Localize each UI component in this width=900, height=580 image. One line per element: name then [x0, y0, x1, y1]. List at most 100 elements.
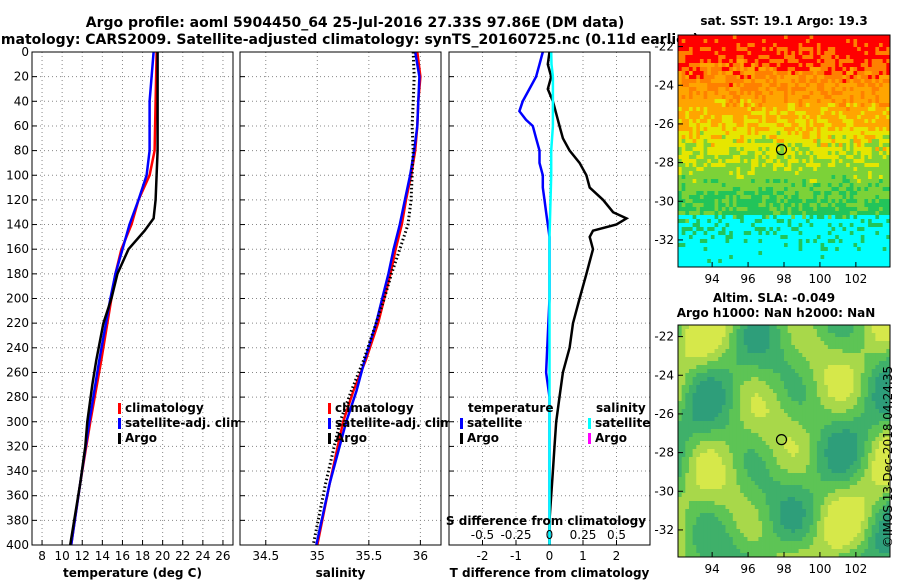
- sla_map-cell: [762, 333, 767, 338]
- sla_map-cell: [721, 357, 726, 362]
- salinity-legend-swatch: [328, 403, 331, 414]
- sla_map-cell: [685, 341, 690, 346]
- sst_map-cell: [736, 43, 741, 48]
- sla_map-cell: [732, 401, 737, 406]
- sst_map-cell: [875, 259, 880, 264]
- sla_map-cell: [773, 361, 778, 366]
- sst_map-cell: [824, 251, 829, 256]
- sst_map-cell: [747, 83, 752, 88]
- sla_map-cell: [710, 381, 715, 386]
- sla_map-cell: [751, 357, 756, 362]
- sla_map-cell: [754, 357, 759, 362]
- sla_map-cell: [809, 345, 814, 350]
- sla_map-cell: [718, 381, 723, 386]
- sst_map-cell: [846, 123, 851, 128]
- sla_map-cell: [699, 333, 704, 338]
- sst_map-cell: [718, 207, 723, 212]
- sla_map-cell: [853, 393, 858, 398]
- sst_map-cell: [871, 71, 876, 76]
- sla_map-cell: [754, 381, 759, 386]
- sla_map-cell: [805, 349, 810, 354]
- sst_map-cell: [802, 63, 807, 68]
- sla_map-cell: [846, 381, 851, 386]
- sla_map-cell: [776, 361, 781, 366]
- sst_map-cell: [696, 219, 701, 224]
- sla_map-cell: [714, 389, 719, 394]
- sst_map-cell: [688, 143, 694, 148]
- sst_map-cell: [773, 251, 778, 256]
- sst_map-cell: [776, 131, 781, 136]
- sst_map-cell: [860, 119, 865, 124]
- sla_map-cell: [780, 401, 785, 406]
- sst_map-cell: [751, 227, 756, 232]
- sla_map-cell: [681, 373, 686, 378]
- sst_map-cell: [824, 63, 829, 68]
- sst_map-cell: [842, 199, 847, 204]
- sst_map-cell: [868, 143, 873, 148]
- sst_map-cell: [802, 159, 807, 164]
- sst_map-cell: [824, 259, 829, 264]
- sst_map-cell: [780, 111, 785, 116]
- sst_map-cell: [758, 175, 763, 180]
- sst_map-cell: [692, 191, 697, 196]
- sst_map-cell: [809, 35, 814, 40]
- sst_map-cell: [773, 111, 778, 116]
- sst_map-cell: [714, 115, 719, 120]
- sst_map-cell: [681, 47, 686, 52]
- sla_map-cell: [875, 337, 880, 342]
- sst_map-cell: [681, 103, 686, 108]
- sst_map-cell: [860, 159, 865, 164]
- sst_map-cell: [831, 119, 836, 124]
- sst_map-cell: [710, 63, 715, 68]
- sst_map-cell: [718, 99, 723, 104]
- sla_map-cell: [853, 401, 858, 406]
- sst_map-cell: [871, 95, 876, 100]
- sst_map-cell: [718, 115, 723, 120]
- sst_map-cell: [857, 39, 862, 44]
- sla_map-cell: [809, 361, 814, 366]
- sla_map-cell: [879, 353, 884, 358]
- sst_map-cell: [868, 63, 873, 68]
- sst_map-cell: [791, 235, 796, 240]
- sla_map-cell: [849, 349, 854, 354]
- sst_map-cell: [718, 71, 723, 76]
- sst_map-cell: [762, 71, 767, 76]
- sst_map-cell: [835, 47, 840, 52]
- sst_map-cell: [736, 219, 741, 224]
- sst_map-cell: [743, 167, 748, 172]
- sst_map-cell: [838, 103, 843, 108]
- temperature-legend-label: climatology: [125, 401, 204, 415]
- sst_map-cell: [784, 71, 789, 76]
- sla_map-cell: [802, 381, 807, 386]
- sla_map-cell: [758, 325, 763, 330]
- sst_map-cell: [732, 175, 737, 180]
- sst_map-cell: [754, 71, 759, 76]
- sst_map-cell: [758, 255, 763, 260]
- sst_map-cell: [754, 183, 759, 188]
- sla_map-cell: [743, 405, 748, 410]
- sst_map-cell: [696, 55, 701, 60]
- sst_map-cell: [780, 107, 785, 112]
- sst_map-cell: [765, 211, 770, 216]
- difference-top-tick: 0.5: [607, 528, 626, 542]
- sla_map-cell: [751, 345, 756, 350]
- sst_map-cell: [824, 159, 829, 164]
- sst_map-cell: [794, 175, 800, 180]
- sla_map-cell: [838, 333, 843, 338]
- figure-title-line2: Climatology: CARS2009. Satellite-adjuste…: [0, 32, 699, 48]
- sla_map-cell: [816, 365, 821, 370]
- sst_map-cell: [860, 135, 865, 140]
- sla_map-cell: [725, 393, 730, 398]
- sla_map-cell: [860, 389, 865, 394]
- sla_map-cell: [721, 385, 726, 390]
- sst_map-cell: [809, 255, 814, 260]
- sst_map-cell: [747, 155, 752, 160]
- sla_map-cell: [857, 341, 862, 346]
- sst_map-cell: [707, 207, 712, 212]
- sst_map-cell: [725, 107, 730, 112]
- sla_map-cell: [824, 413, 829, 418]
- sst_map-cell: [769, 251, 774, 256]
- sst_map-cell: [703, 127, 708, 132]
- sla_map-cell: [794, 377, 800, 382]
- sla_map-cell: [765, 353, 770, 358]
